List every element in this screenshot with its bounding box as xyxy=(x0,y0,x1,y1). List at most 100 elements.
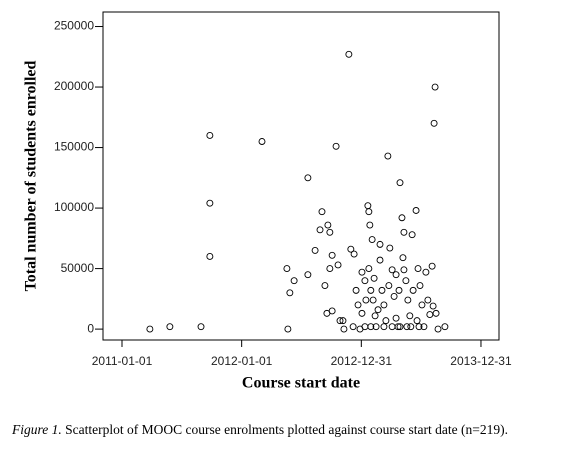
point xyxy=(374,306,382,314)
point xyxy=(326,228,334,236)
y-tick-label: 150000 xyxy=(54,140,94,154)
point xyxy=(426,311,434,319)
point xyxy=(412,207,420,214)
y-axis-label: Total number of students enrolled xyxy=(23,60,40,291)
point xyxy=(429,302,437,310)
point xyxy=(345,50,353,58)
point xyxy=(430,119,438,127)
point xyxy=(321,282,329,289)
point xyxy=(407,323,415,331)
point xyxy=(290,277,298,285)
point xyxy=(399,254,407,262)
point xyxy=(146,325,154,333)
point xyxy=(358,268,366,276)
y-tick-label: 250000 xyxy=(54,19,94,33)
point xyxy=(283,265,291,273)
point xyxy=(206,253,214,260)
point xyxy=(340,325,348,333)
point xyxy=(371,312,379,320)
plot-frame xyxy=(102,11,500,341)
point xyxy=(350,250,358,258)
point xyxy=(395,286,403,294)
point xyxy=(361,277,369,285)
point xyxy=(390,292,398,300)
point xyxy=(414,265,422,273)
x-tick-label: 2012-01-01 xyxy=(211,354,273,368)
point xyxy=(367,323,375,331)
point xyxy=(385,282,393,289)
point xyxy=(318,208,326,216)
point xyxy=(441,323,449,331)
point xyxy=(384,152,392,160)
point xyxy=(424,296,432,304)
caption: Figure 1. Scatterplot of MOOC course enr… xyxy=(11,422,508,437)
point xyxy=(386,244,394,252)
point xyxy=(408,231,416,239)
x-tick-label: 2013-12-31 xyxy=(450,354,512,368)
point xyxy=(406,312,414,320)
point xyxy=(364,202,372,210)
point xyxy=(366,221,374,229)
point xyxy=(339,317,347,325)
point xyxy=(336,317,344,325)
point xyxy=(354,301,362,309)
point xyxy=(396,323,404,331)
point xyxy=(400,266,408,274)
point xyxy=(392,271,400,279)
point xyxy=(324,221,332,229)
x-tick-label: 2012-12-31 xyxy=(331,354,393,368)
point xyxy=(304,174,312,182)
point xyxy=(372,323,380,331)
point xyxy=(388,323,396,331)
point xyxy=(311,246,319,254)
point xyxy=(365,265,373,273)
point xyxy=(388,266,396,274)
point xyxy=(378,286,386,294)
point xyxy=(358,309,366,317)
point xyxy=(316,226,324,234)
x-axis-label: Course start date xyxy=(242,375,360,392)
caption-text: Scatterplot of MOOC course enrolments pl… xyxy=(65,422,508,437)
y-tick-label: 100000 xyxy=(54,200,94,214)
point xyxy=(356,325,364,333)
point xyxy=(376,240,384,248)
point xyxy=(403,323,411,331)
point xyxy=(392,314,400,322)
x-tick-label: 2011-01-01 xyxy=(92,354,153,368)
y-tick-label: 200000 xyxy=(54,79,94,93)
point xyxy=(323,309,331,317)
caption-label: Figure 1. xyxy=(11,422,62,437)
point xyxy=(368,236,376,243)
point xyxy=(398,214,406,222)
point xyxy=(380,323,388,331)
point xyxy=(413,317,421,325)
point xyxy=(380,301,388,309)
point xyxy=(376,256,384,264)
point xyxy=(304,271,312,279)
point xyxy=(284,325,292,333)
point xyxy=(432,309,440,317)
point xyxy=(402,277,410,285)
y-tick-label: 50000 xyxy=(61,261,95,275)
point xyxy=(328,251,336,259)
point xyxy=(365,208,373,216)
point xyxy=(362,296,370,304)
point xyxy=(434,325,442,333)
y-tick-label: 0 xyxy=(87,321,94,335)
point xyxy=(206,132,214,139)
point xyxy=(334,261,342,269)
point xyxy=(420,323,428,331)
point xyxy=(326,265,334,273)
point xyxy=(349,323,357,331)
point xyxy=(197,323,205,331)
point xyxy=(409,286,417,294)
point xyxy=(422,268,430,276)
point xyxy=(206,199,214,207)
point xyxy=(415,323,423,331)
point xyxy=(416,282,424,289)
point xyxy=(396,179,404,187)
point xyxy=(431,83,439,91)
point xyxy=(332,142,340,150)
point xyxy=(428,262,436,270)
